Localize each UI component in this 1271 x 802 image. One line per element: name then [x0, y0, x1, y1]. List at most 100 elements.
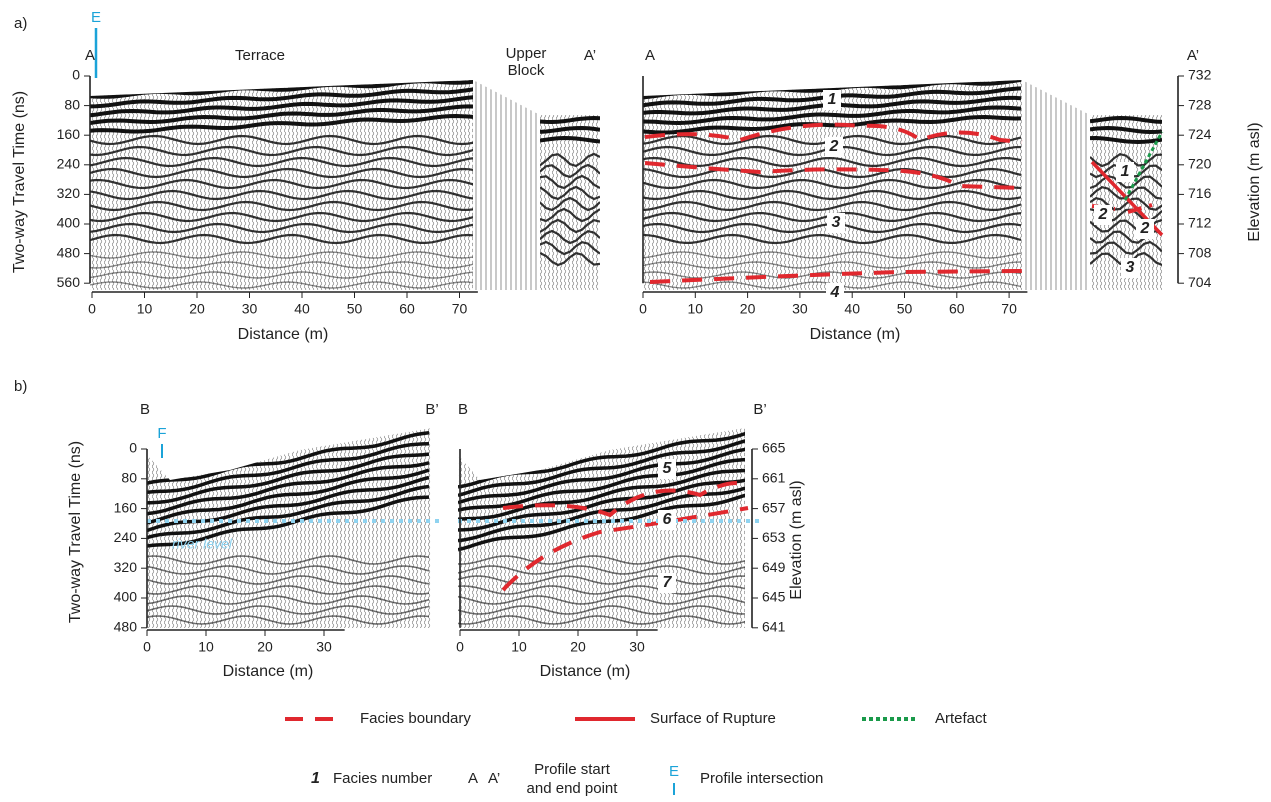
legend-text: and end point: [527, 780, 619, 797]
reflector: [540, 240, 600, 256]
reflector: [90, 113, 473, 134]
y2-tick-label: 728: [1188, 96, 1212, 112]
x-tick-label: 20: [740, 301, 756, 317]
x-tick-label: 30: [792, 301, 808, 317]
water-label: river level: [172, 536, 233, 552]
reflector: [90, 134, 473, 146]
y-tick-label: 480: [114, 619, 138, 635]
facies-label: 3: [1126, 259, 1135, 276]
reflector: [458, 615, 745, 625]
x-tick-label: 30: [242, 301, 258, 317]
y2-tick-label: 708: [1188, 244, 1212, 260]
x-tick-label: 20: [189, 301, 205, 317]
reflector: [90, 233, 473, 245]
legend-symbol: E: [669, 763, 679, 780]
profile-start: B: [140, 401, 150, 418]
reflector: [90, 261, 473, 269]
y2-tick-label: 641: [762, 619, 786, 635]
panel-label: a): [14, 15, 27, 32]
reflector: [643, 189, 1022, 201]
legend-text: Surface of Rupture: [650, 710, 776, 727]
reflectors: [90, 80, 473, 289]
reflector: [1090, 153, 1162, 168]
interpretation-line: [1123, 131, 1164, 201]
facies-box: [826, 283, 844, 303]
y2-axis-label: Elevation (m asl): [1246, 122, 1263, 241]
reflector: [147, 605, 430, 615]
reflector: [540, 115, 600, 125]
reflector: [147, 585, 430, 595]
x-tick-label: 10: [198, 639, 214, 655]
reflector: [1090, 197, 1162, 211]
reflector: [643, 233, 1022, 245]
reflector: [1090, 135, 1162, 145]
y-axis-label: Two-way Travel Time (ns): [11, 91, 28, 273]
y2-tick-label: 724: [1188, 126, 1212, 142]
interpretation-line: [501, 506, 749, 592]
reflector: [643, 251, 1022, 259]
x-tick-label: 10: [137, 301, 153, 317]
y2-tick-label: 645: [762, 589, 786, 605]
interpretation-line: [644, 122, 1023, 144]
reflector: [540, 229, 600, 245]
reflector: [458, 457, 745, 512]
x-tick-label: 20: [570, 639, 586, 655]
y-tick-label: 0: [129, 440, 137, 456]
reflector: [1090, 175, 1162, 190]
profile-start: A: [645, 47, 655, 64]
reflector: [147, 575, 430, 585]
x-axis-label: Distance (m): [223, 663, 314, 680]
reflector: [540, 185, 600, 201]
interpretation-line: [649, 269, 1023, 284]
annotation: Upper: [506, 45, 547, 62]
x-tick-label: 50: [897, 301, 913, 317]
intersection-label: F: [157, 425, 166, 442]
reflector: [643, 200, 1022, 212]
y2-tick-label: 712: [1188, 215, 1212, 231]
x-tick-label: 40: [294, 301, 310, 317]
y-tick-label: 400: [57, 215, 81, 231]
profile-start: B: [458, 401, 468, 418]
reflectors: [540, 115, 600, 267]
y-tick-label: 80: [121, 470, 137, 486]
y2-tick-label: 720: [1188, 156, 1212, 172]
facies-label: 6: [663, 511, 672, 528]
reflector: [458, 595, 745, 605]
reflector: [458, 585, 745, 595]
reflector: [90, 95, 473, 118]
reflector: [458, 447, 745, 505]
interpretation-line: [1127, 203, 1153, 214]
x-tick-label: 70: [452, 301, 468, 317]
facies-box: [1094, 205, 1112, 225]
reflector: [90, 87, 473, 109]
reflector: [147, 615, 430, 625]
x-tick-label: 60: [949, 301, 965, 317]
x-tick-label: 30: [629, 639, 645, 655]
facies-box: [658, 459, 676, 479]
reflector: [1090, 240, 1162, 255]
facies-box: [827, 213, 845, 233]
interpretation-line: [502, 481, 749, 518]
y2-tick-label: 704: [1188, 274, 1212, 290]
annotation: Block: [508, 62, 545, 79]
facies-label: 1: [828, 91, 837, 108]
x-tick-label: 70: [1001, 301, 1017, 317]
profile-end: A’: [1187, 47, 1199, 64]
reflector: [458, 468, 745, 522]
reflector: [147, 565, 430, 575]
y2-axis-label: Elevation (m asl): [788, 480, 805, 599]
facies-label: 7: [663, 574, 673, 591]
reflector: [643, 105, 1022, 126]
y-tick-label: 560: [57, 274, 81, 290]
reflector: [147, 452, 430, 505]
legend-symbol: A’: [488, 770, 500, 787]
facies-label: 2: [1098, 206, 1108, 223]
reflector: [643, 261, 1022, 269]
radargram: [473, 80, 540, 290]
reflector: [540, 207, 600, 223]
facies-box: [658, 573, 676, 593]
reflector: [643, 271, 1022, 279]
reflector: [540, 174, 600, 190]
x-axis-label: Distance (m): [810, 326, 901, 343]
legend-symbol: A: [468, 770, 478, 787]
